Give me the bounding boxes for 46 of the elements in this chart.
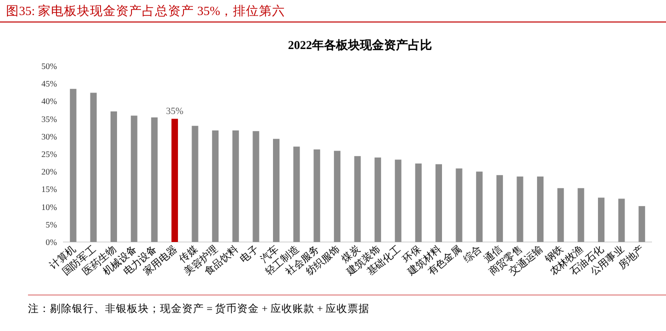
bar (232, 130, 239, 242)
bar (314, 149, 320, 242)
bar (171, 118, 178, 242)
x-tick-label: 电子 (238, 243, 261, 266)
bar (435, 164, 442, 242)
y-tick-label: 20% (41, 166, 57, 177)
bar (516, 176, 524, 242)
x-tick-label: 综合 (461, 243, 484, 266)
bar (394, 160, 402, 242)
bar (415, 164, 422, 242)
bar (212, 130, 219, 242)
bar (293, 146, 300, 242)
y-tick-label: 5% (46, 219, 57, 230)
y-tick-label: 40% (41, 96, 57, 106)
bar (70, 88, 76, 242)
bar (537, 176, 544, 242)
y-tick-label: 0% (46, 237, 57, 247)
bar (456, 168, 462, 242)
y-tick-label: 15% (41, 184, 57, 194)
bar (273, 138, 280, 242)
bar (374, 158, 382, 242)
chart-subtitle: 2022年各板块现金资产占比 (288, 38, 432, 52)
text: 注：剔除银行、非银板块；现金资产 = 货币资金 + 应收账款 + 应收票据 (28, 302, 370, 315)
bar (496, 175, 503, 242)
bar (618, 198, 625, 242)
bar (130, 116, 138, 242)
bar (578, 188, 584, 242)
bar (638, 206, 646, 242)
y-tick-label: 50% (41, 61, 57, 71)
bar (192, 126, 198, 242)
y-tick-label: 35% (41, 114, 57, 124)
bar (151, 117, 158, 242)
bar (90, 92, 97, 242)
bar (476, 172, 483, 242)
y-tick-label: 25% (41, 149, 57, 159)
bar (110, 111, 118, 242)
bar (598, 198, 604, 242)
y-tick-label: 45% (41, 78, 57, 89)
bar (557, 188, 564, 242)
bar (252, 131, 260, 242)
data-label: 35% (166, 106, 184, 117)
bar (354, 156, 361, 242)
y-tick-label: 10% (41, 202, 57, 212)
chart-title: 图35: 家电板块现金资产占总资产 35%，排位第六 (6, 3, 286, 18)
y-tick-label: 30% (41, 131, 57, 142)
bar (334, 150, 340, 242)
